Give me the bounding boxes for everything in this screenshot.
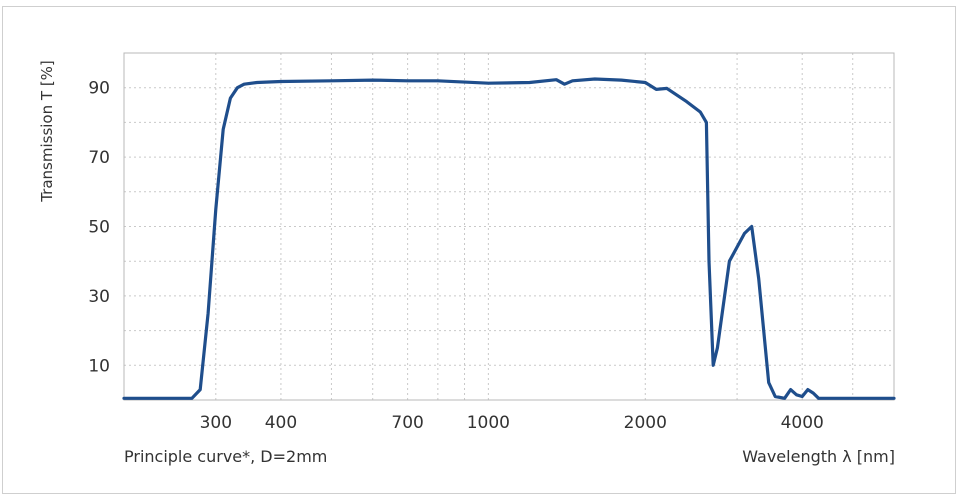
x-tick-label: 300 <box>200 413 232 433</box>
plot-area-border <box>123 52 895 401</box>
footnote: Principle curve*, D=2mm <box>124 447 327 466</box>
y-tick-label: 30 <box>88 287 110 307</box>
y-axis-label: Transmission T [%] <box>38 60 56 203</box>
y-tick-label: 90 <box>88 79 110 99</box>
grid <box>124 53 894 400</box>
y-tick-label: 10 <box>88 356 110 376</box>
series-line <box>122 77 896 400</box>
x-axis-label: Wavelength λ [nm] <box>742 447 895 466</box>
x-tick-labels: 300 400 700 1000 2000 4000 <box>200 413 824 433</box>
x-tick-label: 2000 <box>624 413 667 433</box>
x-tick-label: 4000 <box>781 413 824 433</box>
x-tick-label: 700 <box>391 413 423 433</box>
x-tick-label: 400 <box>265 413 297 433</box>
x-tick-label: 1000 <box>467 413 510 433</box>
y-tick-label: 70 <box>88 148 110 168</box>
y-tick-labels: 10 30 50 70 90 <box>88 79 110 377</box>
y-tick-label: 50 <box>88 218 110 238</box>
